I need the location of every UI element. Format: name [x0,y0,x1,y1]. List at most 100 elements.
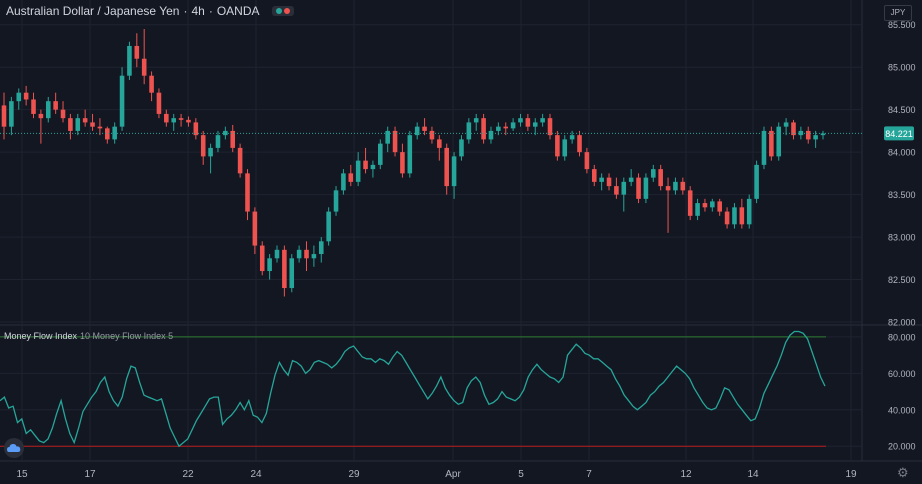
tradingview-logo-icon[interactable] [4,438,24,458]
candle-body [82,118,88,123]
candle-body [341,173,346,191]
currency-button[interactable]: JPY [884,5,912,21]
candle-body [562,139,568,157]
market-status-icon[interactable] [271,6,294,16]
candle-body [658,169,663,187]
candle-body [805,130,811,140]
candle-body [311,254,317,259]
time-axis-label: 12 [680,469,692,480]
candle-body [481,118,486,140]
interval-label[interactable]: 4h [191,4,205,18]
price-axis-label: 85.500 [888,20,916,30]
candle-body [422,126,427,131]
candle-body [348,173,354,182]
mfi-series [0,330,826,448]
candle-body [9,101,14,127]
candle-body [200,135,206,157]
time-axis-label: 22 [182,469,194,480]
candle-body [186,119,191,123]
candle-body [798,130,804,136]
candle-body [599,177,604,182]
price-axis-label: 82.000 [888,318,916,328]
indicator-legend[interactable]: Money Flow Index 10 Money Flow Index 5 [4,331,173,341]
exchange-label: OANDA [216,4,260,18]
time-axis-label: Apr [445,469,461,480]
mfi-bands [0,336,826,447]
candle-body [304,249,309,259]
candle-body [1,105,7,127]
candle-body [717,201,722,212]
indicator-name[interactable]: Money Flow Index [4,331,78,341]
candle-body [23,92,29,100]
candle-body [267,258,272,272]
candle-body [503,126,509,129]
candle-body [791,122,796,136]
time-axis-label: 29 [348,469,360,480]
price-axis-label: 85.000 [888,63,916,73]
mfi-axis-label: 60.000 [888,369,916,379]
candle-body [739,207,745,225]
candle-body [540,118,545,123]
symbol-name[interactable]: Australian Dollar / Japanese Yen [6,4,180,18]
candle-body [230,130,236,148]
candle-body [45,101,51,119]
candle-body [459,139,464,157]
candle-body [466,122,472,140]
candle-body [776,126,782,157]
price-axis-label: 82.500 [888,275,916,285]
candle-body [252,211,258,246]
candle-body [31,99,36,114]
candle-body [156,92,162,114]
candle-body [75,118,81,131]
candle-body [525,118,531,127]
candle-body [400,152,405,174]
candlestick-series [0,28,862,297]
mfi-axis-label: 80.000 [888,332,916,342]
candle-body [437,139,442,148]
candle-body [60,109,66,119]
candle-body [119,75,125,127]
time-axis-label: 14 [747,469,759,480]
candle-body [392,130,398,153]
candle-body [754,164,759,199]
candle-body [820,133,826,136]
candle-body [164,113,169,123]
candle-body [584,152,590,170]
candle-body [813,135,818,140]
price-axis-label: 83.000 [888,233,916,243]
candle-body [407,135,413,174]
candle-body [237,147,243,174]
candle-body [732,207,737,225]
candle-body [518,118,523,123]
candle-body [53,101,58,110]
candle-body [761,130,767,165]
candle-body [378,143,383,165]
chart-legend[interactable]: Australian Dollar / Japanese Yen · 4h · … [6,4,294,18]
candle-body [621,181,627,195]
candle-body [178,118,184,120]
price-axis-label: 84.000 [888,148,916,158]
candle-body [473,118,479,123]
candle-body [643,177,649,199]
status-dot-open [275,8,282,14]
candle-body [702,203,708,208]
candle-body [695,203,700,216]
candle-body [90,122,95,127]
candle-body [680,181,686,191]
candle-body [710,201,715,208]
candle-body [38,113,44,119]
time-axis-label: 19 [845,469,857,480]
candle-body [326,211,331,242]
candle-body [134,45,140,59]
candle-body [555,135,560,157]
candle-body [429,130,435,140]
candle-body [577,135,582,153]
settings-gear-icon[interactable]: ⚙ [897,465,909,480]
mfi-axis-label: 40.000 [888,405,916,415]
time-axis-label: 15 [16,469,28,480]
candle-body [385,130,390,144]
candle-body [783,122,789,127]
